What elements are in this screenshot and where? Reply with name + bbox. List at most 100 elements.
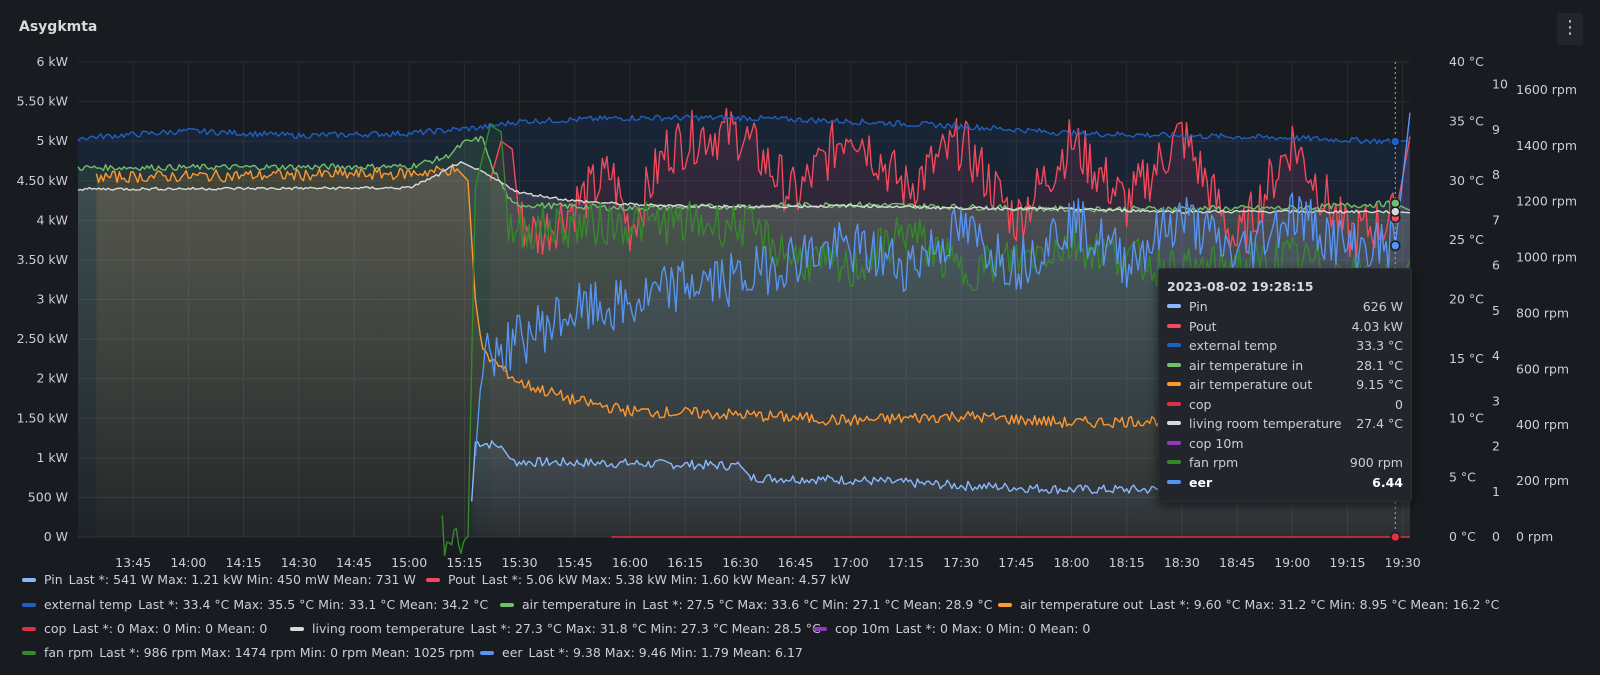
tooltip-row: fan rpm 900 rpm (1167, 453, 1403, 471)
y-tick-rpm: 600 rpm (1516, 361, 1569, 376)
series-swatch (1167, 440, 1181, 445)
y-tick-ratio: 10 (1492, 77, 1508, 92)
legend-series-name: external temp (44, 597, 133, 612)
y-tick-ratio: 2 (1492, 439, 1500, 454)
y-tick-ratio: 3 (1492, 393, 1500, 408)
series-swatch (1167, 460, 1181, 464)
series-swatch (1167, 382, 1181, 386)
x-tick: 16:30 (722, 555, 758, 570)
x-tick: 14:15 (226, 555, 262, 570)
series-swatch (1167, 343, 1181, 347)
y-tick-power: 0 W (44, 529, 68, 544)
legend-swatch (290, 626, 304, 631)
tooltip-row: Pin 626 W (1167, 297, 1403, 315)
legend-swatch (500, 602, 514, 607)
y-tick-ratio: 4 (1492, 348, 1500, 363)
tooltip-row: external temp 33.3 °C (1167, 336, 1403, 354)
series-fills (78, 108, 1411, 556)
series-swatch (1167, 421, 1181, 425)
legend-series-stats: Last *: 9.60 °C Max: 31.2 °C Min: 8.95 °… (1149, 597, 1500, 612)
y-tick-power: 2 kW (36, 371, 68, 386)
y-tick-ratio: 5 (1492, 303, 1500, 318)
tooltip-series-value: 33.3 °C (1356, 338, 1403, 353)
series-swatch (1167, 304, 1181, 308)
y-tick-power: 6 kW (36, 54, 68, 69)
legend-item[interactable]: eer Last *: 9.38 Max: 9.46 Min: 1.79 Mean… (480, 645, 803, 660)
y-tick-power: 4.50 kW (17, 173, 68, 188)
hover-marker (1390, 240, 1401, 251)
tooltip-series-name: living room temperature (1189, 416, 1342, 431)
vertical-ellipsis-icon: ⋮ (1561, 17, 1579, 38)
y-tick-rpm: 1200 rpm (1516, 194, 1577, 209)
x-tick: 16:45 (777, 555, 813, 570)
legend-series-name: cop (44, 621, 67, 636)
x-tick: 18:15 (1109, 555, 1145, 570)
legend-swatch (22, 602, 36, 607)
x-tick: 14:45 (336, 555, 372, 570)
y-tick-ratio: 8 (1492, 167, 1500, 182)
y-tick-ratio: 1 (1492, 484, 1500, 499)
y-tick-rpm: 1400 rpm (1516, 138, 1577, 153)
legend-item[interactable]: Pin Last *: 541 W Max: 1.21 kW Min: 450 m… (22, 572, 416, 587)
legend-item[interactable]: living room temperature Last *: 27.3 °C M… (290, 621, 821, 636)
x-tick: 15:45 (557, 555, 593, 570)
legend-item[interactable]: Pout Last *: 5.06 kW Max: 5.38 kW Min: 1.… (426, 572, 850, 587)
legend-series-stats: Last *: 27.5 °C Max: 33.6 °C Min: 27.1 °… (642, 597, 993, 612)
tooltip-series-name: air temperature in (1189, 357, 1304, 373)
x-tick: 19:15 (1329, 555, 1365, 570)
legend-series-stats: Last *: 5.06 kW Max: 5.38 kW Min: 1.60 k… (481, 572, 851, 587)
legend-series-stats: Last *: 33.4 °C Max: 35.5 °C Min: 33.1 °… (138, 597, 489, 612)
y-tick-power: 4 kW (36, 212, 68, 227)
x-tick: 14:30 (281, 555, 317, 570)
x-tick: 17:30 (943, 555, 979, 570)
legend-series-name: Pin (44, 572, 63, 587)
x-tick: 18:00 (1053, 555, 1089, 570)
legend-item[interactable]: cop Last *: 0 Max: 0 Min: 0 Mean: 0 (22, 621, 267, 636)
hover-marker (1390, 206, 1401, 217)
legend-item[interactable]: fan rpm Last *: 986 rpm Max: 1474 rpm Min… (22, 645, 475, 660)
x-tick: 18:45 (1219, 555, 1255, 570)
tooltip-row: cop 0 (1167, 395, 1403, 413)
tooltip-series-name: cop 10m (1189, 435, 1244, 451)
hover-marker (1390, 136, 1401, 147)
legend-series-name: living room temperature (312, 621, 465, 636)
legend-item[interactable]: cop 10m Last *: 0 Max: 0 Min: 0 Mean: 0 (813, 621, 1090, 636)
chart-axes: 0 W 500 W 1 kW 1.50 kW 2 kW 2.50 kW 3 kW 3.50 k… (17, 54, 1577, 570)
tooltip-row: air temperature out 9.15 °C (1167, 375, 1403, 393)
y-tick-temp: 0 °C (1449, 529, 1476, 544)
tooltip-series-name: fan rpm (1189, 455, 1239, 470)
x-tick: 17:45 (998, 555, 1034, 570)
x-tick: 18:30 (1164, 555, 1200, 570)
tooltip-series-value: 27.4 °C (1356, 416, 1403, 431)
y-tick-temp: 30 °C (1449, 173, 1484, 188)
y-tick-ratio: 0 (1492, 529, 1500, 544)
legend-swatch (480, 650, 494, 655)
legend-swatch (998, 602, 1012, 607)
y-tick-rpm: 1000 rpm (1516, 250, 1577, 265)
y-tick-power: 5.50 kW (17, 94, 68, 109)
y-tick-power: 1.50 kW (17, 410, 68, 425)
x-tick: 14:00 (170, 555, 206, 570)
legend-item[interactable]: air temperature in Last *: 27.5 °C Max: 3… (500, 597, 992, 612)
tooltip-row: air temperature in 28.1 °C (1167, 356, 1403, 374)
legend-swatch (22, 577, 36, 582)
y-tick-power: 3.50 kW (17, 252, 68, 267)
y-tick-temp: 35 °C (1449, 113, 1484, 128)
y-tick-temp: 40 °C (1449, 54, 1484, 69)
x-tick: 15:00 (391, 555, 427, 570)
legend-swatch (426, 577, 440, 582)
y-tick-ratio: 6 (1492, 258, 1500, 273)
y-tick-temp: 10 °C (1449, 410, 1484, 425)
y-tick-rpm: 200 rpm (1516, 473, 1569, 488)
legend-item[interactable]: external temp Last *: 33.4 °C Max: 35.5 °… (22, 597, 488, 612)
y-tick-power: 1 kW (36, 450, 68, 465)
panel-menu-button[interactable]: ⋮ (1557, 13, 1583, 45)
tooltip-series-value: 900 rpm (1349, 455, 1403, 470)
x-tick: 19:30 (1385, 555, 1421, 570)
tooltip-row: eer 6.44 (1167, 473, 1403, 491)
series-line (474, 112, 1411, 457)
y-tick-temp: 20 °C (1449, 292, 1484, 307)
tooltip-series-value: 9.15 °C (1356, 377, 1403, 392)
legend-item[interactable]: air temperature out Last *: 9.60 °C Max: … (998, 597, 1499, 612)
